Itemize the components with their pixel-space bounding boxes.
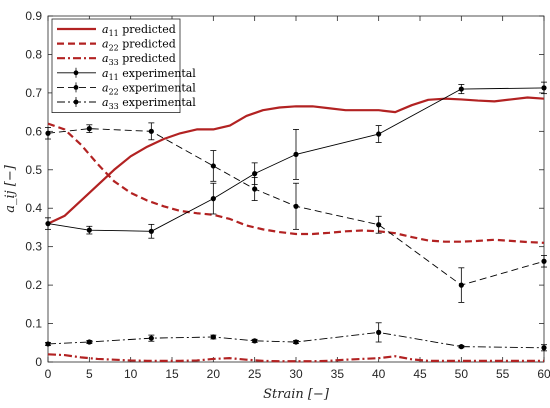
y-tick-label: 0.1	[25, 317, 42, 331]
y-tick-label: 0.7	[25, 86, 42, 100]
data-point	[376, 131, 382, 137]
data-point	[148, 228, 154, 234]
series-predicted-22	[47, 122, 545, 244]
legend-entry: a22 predicted	[57, 38, 176, 53]
series-experimental-22	[45, 122, 547, 303]
y-axis-label: a_ij [−]	[3, 164, 18, 213]
series-line	[47, 96, 545, 225]
x-tick-label: 40	[372, 367, 386, 381]
x-tick-label: 35	[331, 367, 345, 381]
x-tick-label: 20	[207, 367, 221, 381]
data-point	[376, 329, 382, 335]
data-point	[210, 334, 216, 340]
legend-marker	[73, 99, 79, 105]
data-point	[252, 338, 258, 344]
y-tick-label: 0.8	[25, 47, 42, 61]
data-point	[541, 258, 547, 264]
legend-box	[51, 18, 181, 113]
data-point	[45, 221, 51, 227]
x-tick-label: 10	[124, 367, 138, 381]
series-line	[47, 353, 544, 363]
y-tick-label: 0.6	[25, 124, 42, 138]
data-point	[541, 345, 547, 351]
legend-label: a11 predicted	[102, 23, 176, 38]
data-point	[45, 130, 51, 136]
x-tick-label: 25	[248, 367, 262, 381]
x-tick-label: 15	[165, 367, 179, 381]
legend-label: a22 experimental	[102, 81, 196, 96]
series-line	[47, 122, 545, 244]
series-line	[47, 331, 545, 349]
y-tick-label: 0.3	[25, 240, 42, 254]
data-point	[376, 222, 382, 228]
series-predicted-11	[47, 96, 545, 225]
legend-entry: a11 predicted	[57, 23, 176, 38]
legend-label: a22 predicted	[102, 38, 176, 53]
data-point	[458, 86, 464, 92]
legend-marker	[73, 70, 79, 76]
data-point	[210, 196, 216, 202]
x-axis-ticks: 0 5 10 15 20 25 30 35 40 45 50 55 60	[45, 16, 550, 381]
data-point	[148, 128, 154, 134]
series-layer	[45, 81, 547, 363]
legend-entry: a33 predicted	[57, 52, 176, 67]
series-experimental-11	[45, 81, 547, 239]
data-point	[458, 344, 464, 350]
x-tick-label: 60	[537, 367, 550, 381]
data-point	[45, 341, 51, 347]
y-tick-label: 0.4	[25, 201, 42, 215]
data-point	[293, 151, 299, 157]
legend-label: a11 experimental	[102, 67, 196, 82]
data-point	[86, 339, 92, 345]
legend-entry: a11 experimental	[57, 67, 196, 82]
data-point	[293, 203, 299, 209]
x-tick-label: 55	[496, 367, 510, 381]
legend-entry: a33 experimental	[57, 96, 196, 111]
y-tick-label: 0	[35, 355, 42, 369]
y-tick-label: 0.5	[25, 163, 42, 177]
legend-marker	[73, 85, 79, 90]
x-tick-label: 45	[413, 367, 427, 381]
x-tick-label: 50	[455, 367, 469, 381]
data-point	[86, 227, 92, 233]
y-tick-label: 0.9	[25, 9, 42, 23]
data-point	[210, 163, 216, 169]
data-point	[293, 339, 299, 345]
series-experimental-33	[45, 322, 547, 352]
legend-label: a33 experimental	[102, 96, 196, 111]
series-predicted-33	[47, 353, 544, 363]
data-point	[148, 335, 154, 341]
data-point	[458, 282, 464, 288]
data-point	[252, 171, 258, 177]
legend-entry: a22 experimental	[57, 81, 196, 96]
data-point	[541, 85, 547, 91]
x-tick-label: 30	[289, 367, 303, 381]
x-tick-label: 0	[45, 367, 52, 381]
x-axis-label: Strain [−]	[263, 387, 330, 402]
legend-label: a33 predicted	[102, 52, 176, 67]
data-point	[86, 126, 92, 132]
data-point	[252, 186, 258, 192]
y-tick-label: 0.2	[25, 278, 42, 292]
x-tick-label: 5	[86, 367, 93, 381]
